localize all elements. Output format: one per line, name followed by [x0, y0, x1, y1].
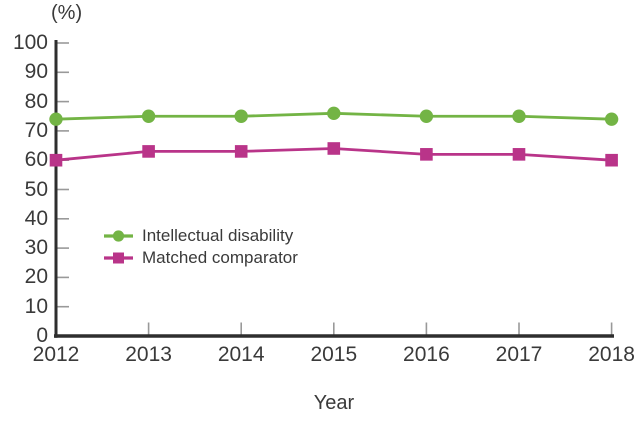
x-tick-label: 2018	[588, 343, 635, 366]
legend-item-matched-comparator: Matched comparator	[104, 247, 298, 269]
legend-label: Matched comparator	[142, 248, 298, 267]
x-tick-label: 2016	[403, 343, 450, 366]
x-tick-label: 2012	[32, 343, 80, 366]
data-point-square	[142, 145, 155, 158]
y-axis-unit-label: (%)	[51, 2, 83, 24]
x-axis-title: Year	[313, 392, 355, 414]
y-tick-label: 0	[36, 324, 48, 347]
y-tick-label: 60	[24, 148, 48, 172]
x-tick-label: 2013	[125, 343, 172, 366]
data-point-square	[512, 148, 526, 161]
square-line-marker-icon	[104, 252, 133, 264]
data-point-circle	[327, 106, 341, 121]
y-tick-label: 20	[24, 265, 48, 289]
x-tick-label: 2015	[310, 343, 358, 366]
data-point-circle	[49, 112, 63, 126]
data-point-square	[420, 148, 433, 161]
legend-label: Intellectual disability	[142, 226, 294, 245]
y-tick-label: 50	[24, 177, 48, 201]
y-tick-label: 80	[24, 89, 48, 113]
y-tick-label: 70	[24, 118, 48, 142]
x-tick-label: 2014	[217, 343, 265, 366]
x-tick-label: 2017	[495, 343, 543, 366]
data-point-square	[49, 153, 63, 167]
y-tick-label: 40	[24, 206, 48, 230]
y-tick-label: 30	[24, 236, 48, 260]
y-tick-label: 100	[12, 31, 48, 54]
data-point-square	[327, 142, 341, 155]
data-point-circle	[419, 109, 434, 123]
legend: Intellectual disability Matched comparat…	[104, 225, 298, 269]
data-point-circle	[512, 109, 526, 123]
y-tick-label: 10	[24, 294, 48, 318]
data-point-square	[234, 145, 248, 158]
data-point-circle	[141, 109, 156, 123]
legend-item-intellectual-disability: Intellectual disability	[104, 225, 298, 247]
circle-line-marker-icon	[104, 230, 133, 242]
y-tick-label: 90	[24, 60, 48, 84]
data-point-circle	[604, 112, 619, 126]
data-point-square	[605, 153, 618, 167]
data-point-circle	[234, 109, 248, 123]
